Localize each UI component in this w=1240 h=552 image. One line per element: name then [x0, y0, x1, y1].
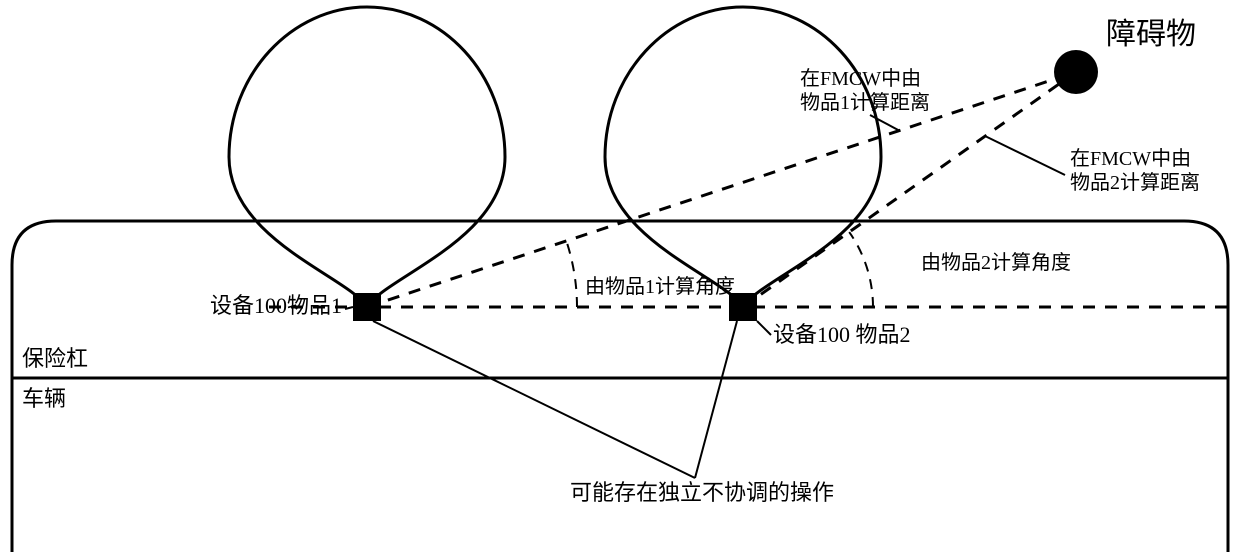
leader-dist-item2	[985, 136, 1065, 175]
obstacle-label: 障碍物	[1106, 18, 1196, 51]
dist-label-item2-line2: 物品2计算距离	[1070, 171, 1200, 194]
angle-arc-item2	[849, 232, 873, 307]
lobe-item2	[605, 7, 881, 307]
leader-note-to-item2	[695, 321, 737, 478]
dist-label-item1-line2: 物品1计算距离	[800, 91, 930, 114]
device-item2-label: 设备100 物品2	[773, 322, 911, 347]
vehicle-label: 车辆	[22, 386, 66, 411]
bumper-label: 保险杠	[22, 346, 88, 371]
device-item1	[353, 293, 381, 321]
angle-label-item1: 由物品1计算角度	[585, 275, 735, 298]
leader-note-to-item1	[373, 321, 695, 478]
dist-label-item2-line1: 在FMCW中由	[1070, 147, 1191, 170]
device-item1-label: 设备100物品1	[210, 293, 342, 318]
independent-note: 可能存在独立不协调的操作	[570, 480, 834, 505]
angle-label-item2: 由物品2计算角度	[921, 251, 1071, 274]
angle-arc-item1	[566, 241, 577, 307]
lobe-item1	[229, 7, 505, 307]
device-item2	[729, 293, 757, 321]
leader-device2	[757, 321, 771, 335]
leader-dist-item1	[870, 115, 900, 131]
dist-label-item1-line1: 在FMCW中由	[800, 67, 921, 90]
